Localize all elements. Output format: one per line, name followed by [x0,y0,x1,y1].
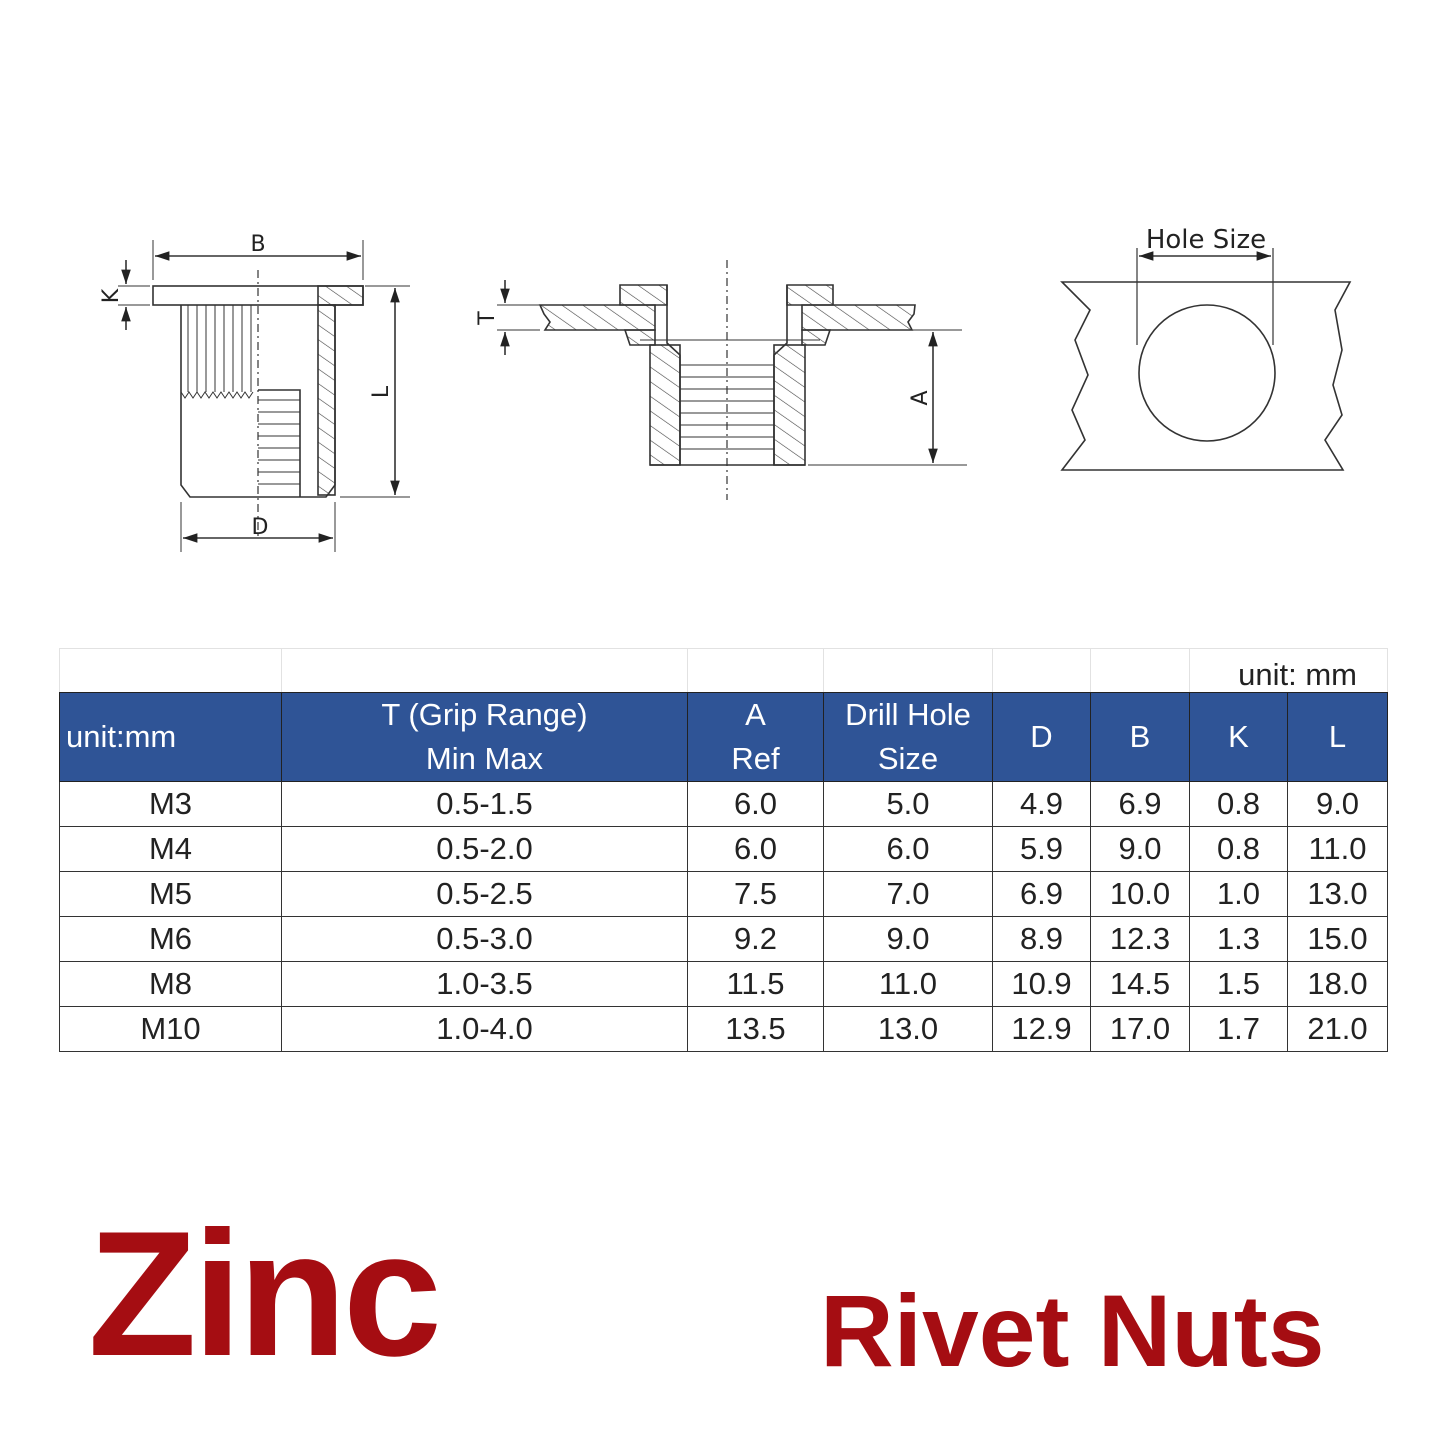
dimension-label-t: T [475,311,500,326]
material-title: Zinc [88,1194,442,1393]
header-grip-line1: T (Grip Range) [381,697,588,732]
cell-k: 0.8 [1189,826,1288,872]
cell-drill-hole: 6.0 [823,826,993,872]
header-grip-range: T (Grip Range) Min Max [281,692,688,782]
cell-a-ref: 7.5 [687,871,824,917]
dimension-label-l: L [369,385,394,398]
header-drill-line2: Size [877,741,939,776]
cell-grip-range: 0.5-2.5 [281,871,688,917]
cell-b: 12.3 [1090,916,1190,962]
cell-a-ref: 13.5 [687,1006,824,1052]
technical-drawing: B D L K T A [99,225,1352,552]
cell-k: 1.0 [1189,871,1288,917]
table-row: M10 1.0-4.0 13.5 13.0 12.9 17.0 1.7 21.0 [59,1006,1389,1052]
cell-l: 9.0 [1286,781,1389,827]
dimension-label-a: A [908,390,933,405]
header-drill-hole: Drill Hole Size [823,692,993,782]
dimension-label-k: K [99,288,124,303]
unit-note-row: unit: mm [59,648,1389,693]
cell-l: 15.0 [1286,916,1389,962]
cell-size: M3 [59,781,282,827]
cell-a-ref: 6.0 [687,781,824,827]
cell-grip-range: 0.5-2.0 [281,826,688,872]
cell-drill-hole: 9.0 [823,916,993,962]
cell-grip-range: 1.0-3.5 [281,961,688,1007]
table-header-row: unit:mm T (Grip Range) Min Max A Ref Drill… [59,692,1389,782]
cell-drill-hole: 13.0 [823,1006,993,1052]
installed-section-view [497,260,967,500]
cell-k: 1.7 [1189,1006,1288,1052]
cell-size: M10 [59,1006,282,1052]
cell-k: 1.5 [1189,961,1288,1007]
cell-a-ref: 11.5 [687,961,824,1007]
cell-size: M6 [59,916,282,962]
cell-a-ref: 6.0 [687,826,824,872]
cell-d: 8.9 [992,916,1091,962]
cell-l: 21.0 [1286,1006,1389,1052]
cell-l: 18.0 [1286,961,1389,1007]
cell-grip-range: 0.5-1.5 [281,781,688,827]
header-a-line1: A [745,697,766,732]
product-title: Rivet Nuts [820,1274,1325,1388]
header-a-line2: Ref [731,741,780,776]
cell-d: 6.9 [992,871,1091,917]
cell-b: 14.5 [1090,961,1190,1007]
header-d: D [992,692,1091,782]
cell-a-ref: 9.2 [687,916,824,962]
table-row: M6 0.5-3.0 9.2 9.0 8.9 12.3 1.3 15.0 [59,916,1389,962]
header-a: A Ref [687,692,824,782]
header-l: L [1286,692,1389,782]
table-row: M5 0.5-2.5 7.5 7.0 6.9 10.0 1.0 13.0 [59,871,1389,917]
hole-size-label: Hole Size [1146,225,1266,255]
cell-drill-hole: 11.0 [823,961,993,1007]
cell-drill-hole: 7.0 [823,871,993,917]
cell-size: M4 [59,826,282,872]
dimension-label-b: B [250,232,265,257]
cell-l: 13.0 [1286,871,1389,917]
specification-table: unit: mm unit:mm T (Grip Range) Min Max A… [59,648,1389,1052]
side-view-rivet-nut [118,240,410,552]
header-size: unit:mm [59,692,282,782]
table-row: M3 0.5-1.5 6.0 5.0 4.9 6.9 0.8 9.0 [59,781,1389,827]
cell-b: 17.0 [1090,1006,1190,1052]
cell-d: 10.9 [992,961,1091,1007]
cell-d: 4.9 [992,781,1091,827]
cell-k: 1.3 [1189,916,1288,962]
cell-k: 0.8 [1189,781,1288,827]
cell-d: 12.9 [992,1006,1091,1052]
cell-b: 9.0 [1090,826,1190,872]
cell-b: 6.9 [1090,781,1190,827]
cell-l: 11.0 [1286,826,1389,872]
cell-grip-range: 0.5-3.0 [281,916,688,962]
table-row: M8 1.0-3.5 11.5 11.0 10.9 14.5 1.5 18.0 [59,961,1389,1007]
header-b: B [1090,692,1190,782]
dimension-label-d: D [252,515,269,540]
header-drill-line1: Drill Hole [845,697,971,732]
unit-note: unit: mm [1188,648,1389,693]
cell-b: 10.0 [1090,871,1190,917]
cell-size: M5 [59,871,282,917]
cell-grip-range: 1.0-4.0 [281,1006,688,1052]
hole-size-view [1060,248,1352,471]
cell-d: 5.9 [992,826,1091,872]
cell-drill-hole: 5.0 [823,781,993,827]
table-row: M4 0.5-2.0 6.0 6.0 5.9 9.0 0.8 11.0 [59,826,1389,872]
header-grip-line2: Min Max [425,741,544,776]
header-k: K [1189,692,1288,782]
cell-size: M8 [59,961,282,1007]
